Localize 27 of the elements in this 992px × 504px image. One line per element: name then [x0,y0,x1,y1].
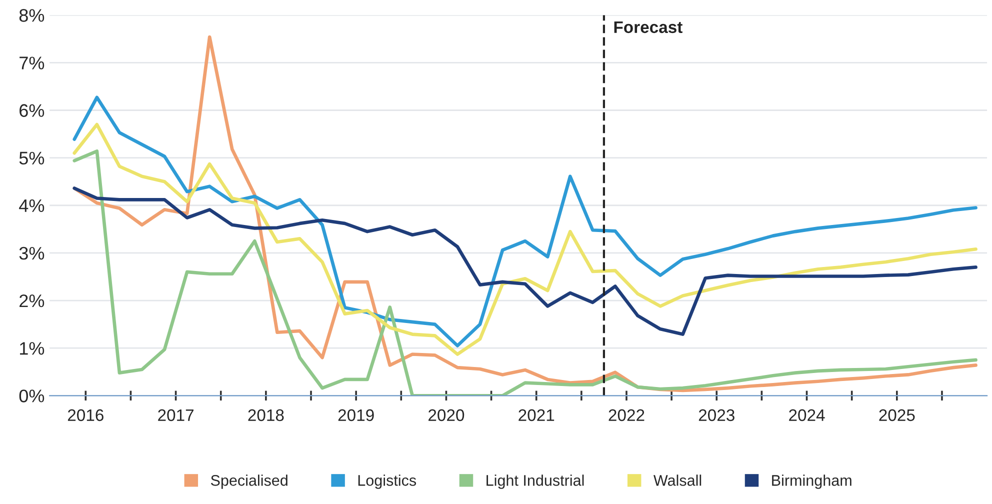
x-tick-label: 2016 [68,409,104,422]
legend-label: Specialised [210,474,288,489]
ref-line-label: Forecast [614,21,682,34]
x-tick-label: 2019 [338,409,374,422]
legend-label: Walsall [654,474,702,486]
x-tick-label: 2017 [158,409,194,422]
x-tick-label: 2020 [428,409,464,422]
x-tick-label: 2025 [879,409,915,422]
legend-label: Light Industrial [486,474,584,489]
y-tick-label: 2% [20,294,44,308]
x-tick-label: 2024 [789,409,825,422]
line-series [72,149,978,396]
legend-label: Logistics [358,474,416,489]
x-tick-label: 2022 [608,409,644,422]
x-tick-label: 2023 [698,409,734,422]
y-tick-label: 5% [19,152,44,165]
x-tick-label: 2021 [518,409,554,422]
y-tick-label: 7% [20,56,44,70]
x-tick-label: 2018 [248,409,284,422]
y-tick-label: 6% [20,104,44,117]
y-tick-label: 3% [19,246,44,260]
y-tick-label: 8% [19,9,44,22]
y-tick-label: 1% [20,342,44,355]
y-tick-label: 4% [19,199,44,212]
legend-label: Birmingham [772,474,852,489]
y-tick-label: 0% [19,390,44,402]
line-series [72,186,978,336]
